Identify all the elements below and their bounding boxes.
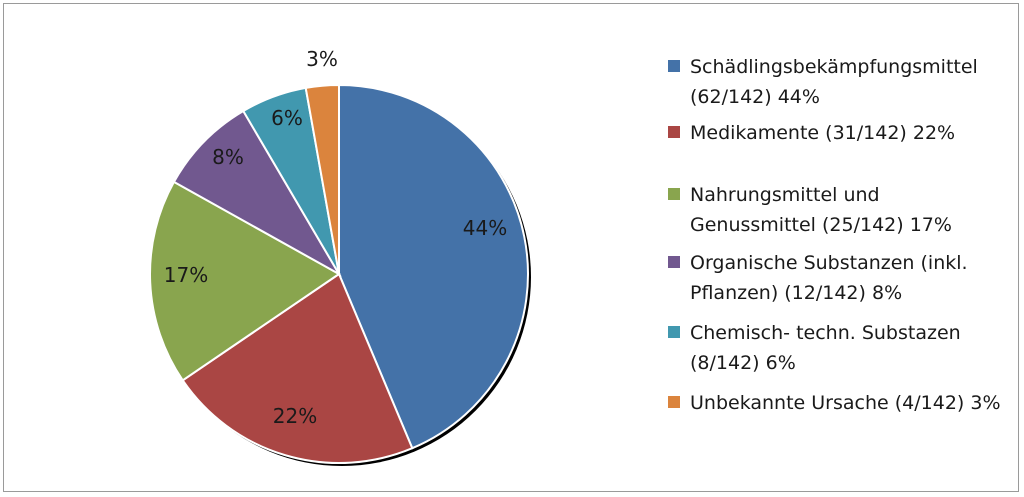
- pie-slice: [149, 180, 341, 382]
- legend-swatch: [668, 188, 680, 200]
- legend-swatch: [668, 60, 680, 72]
- legend: Schädlingsbekämpfungsmittel (62/142) 44%…: [668, 52, 1008, 448]
- legend-label: Organische Substanzen (inkl. Pflanzen) (…: [690, 252, 968, 304]
- legend-item: Organische Substanzen (inkl. Pflanzen) (…: [668, 248, 1008, 308]
- slice-percent-label: 3%: [306, 47, 338, 71]
- legend-swatch: [668, 126, 680, 138]
- legend-item: Medikamente (31/142) 22%: [668, 118, 1008, 148]
- legend-swatch: [668, 396, 680, 408]
- slice-percent-label: 6%: [271, 106, 303, 130]
- slice-percent-label: 22%: [273, 404, 317, 428]
- legend-item: Schädlingsbekämpfungsmittel (62/142) 44%: [668, 52, 1008, 112]
- slice-percent-label: 8%: [212, 145, 244, 169]
- legend-label: Schädlingsbekämpfungsmittel (62/142) 44%: [690, 56, 978, 108]
- legend-swatch: [668, 256, 680, 268]
- legend-item: Chemisch- techn. Substazen (8/142) 6%: [668, 318, 1008, 378]
- legend-label: Unbekannte Ursache (4/142) 3%: [690, 392, 1001, 414]
- slice-percent-label: 44%: [463, 216, 507, 240]
- slice-percent-label: 17%: [164, 263, 208, 287]
- legend-label: Nahrungsmittel und Genussmittel (25/142)…: [690, 184, 952, 236]
- pie-slice: [338, 83, 529, 450]
- legend-label: Chemisch- techn. Substazen (8/142) 6%: [690, 322, 961, 374]
- legend-label: Medikamente (31/142) 22%: [690, 122, 956, 144]
- legend-item: Nahrungsmittel und Genussmittel (25/142)…: [668, 180, 1008, 240]
- legend-swatch: [668, 326, 680, 338]
- chart-frame: 44% 22% 17% 8% 6% 3% Schädlingsbekämpfungsmit…: [3, 3, 1019, 492]
- pie-slice: [172, 109, 342, 277]
- pie-chart: 44% 22% 17% 8% 6% 3%: [149, 47, 531, 466]
- legend-item: Unbekannte Ursache (4/142) 3%: [668, 388, 1008, 448]
- pie-slice: [181, 272, 414, 464]
- pie-slice: [304, 83, 340, 275]
